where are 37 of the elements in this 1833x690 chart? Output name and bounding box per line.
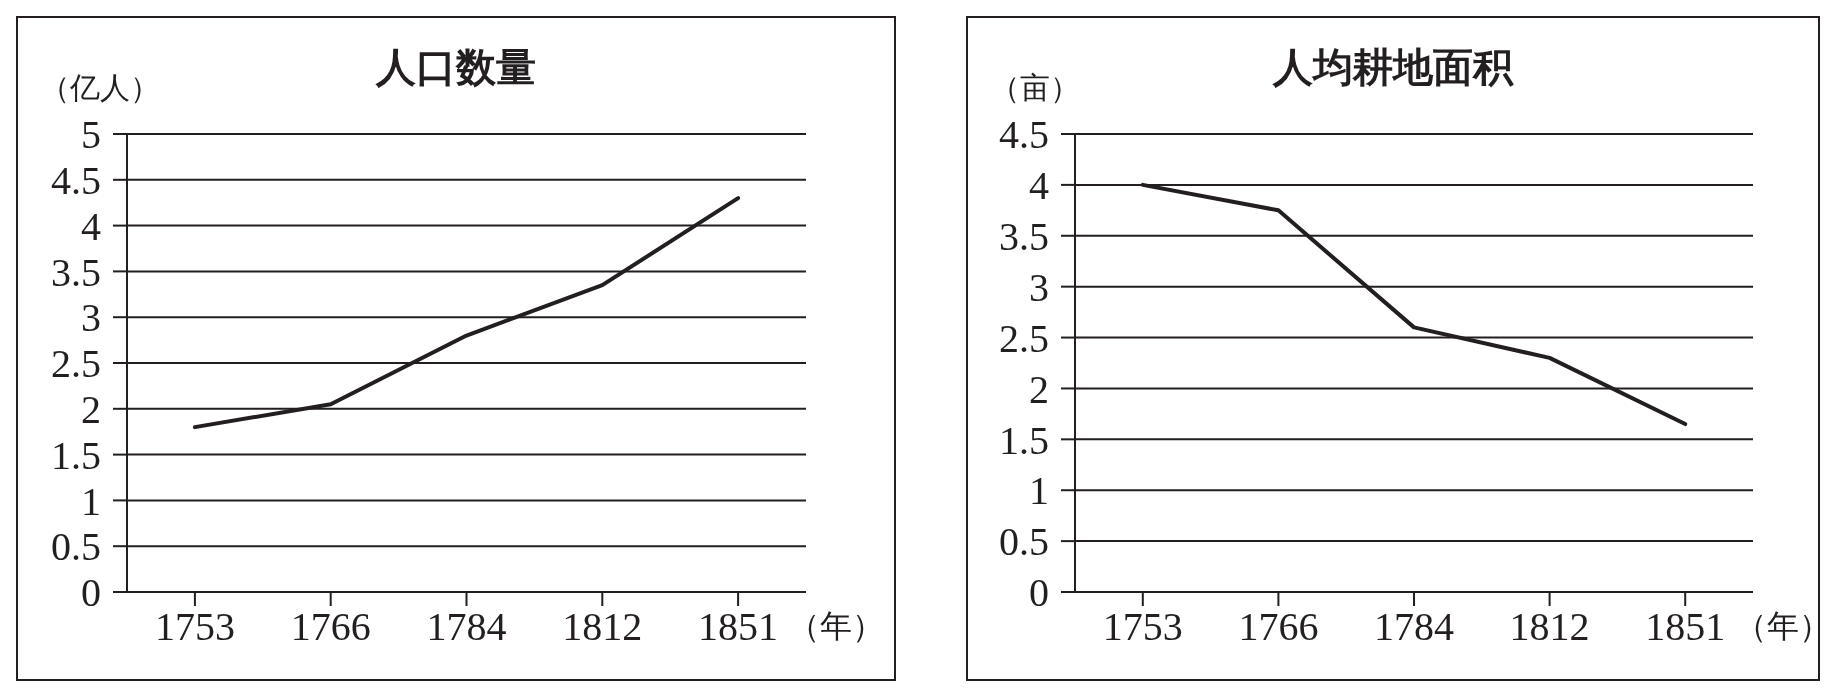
- y-tick-label: 4: [1029, 163, 1049, 209]
- chart-title: 人口数量: [376, 44, 536, 90]
- y-tick-label: 1: [1029, 468, 1049, 514]
- x-tick-label: 1784: [1374, 604, 1454, 650]
- x-tick-label: 1753: [1102, 604, 1183, 650]
- y-tick-label: 2.5: [51, 341, 101, 387]
- x-tick-label: 1766: [290, 604, 371, 650]
- y-tick-label: 4: [81, 203, 101, 249]
- y-tick-label: 2: [81, 387, 101, 432]
- y-tick-label: 5: [81, 112, 101, 158]
- y-tick-label: 3.5: [51, 249, 101, 295]
- x-axis-title: （年）: [788, 607, 884, 646]
- y-tick-label: 4.5: [51, 158, 101, 203]
- y-tick-label: 1.5: [51, 432, 101, 478]
- y-tick-label: 0: [1029, 570, 1049, 616]
- y-tick-label: 0: [81, 570, 101, 616]
- y-tick-label: 2: [1029, 366, 1049, 412]
- x-axis-title: （年）: [1735, 607, 1831, 646]
- y-tick-label: 0.5: [51, 524, 101, 570]
- y-tick-label: 2.5: [999, 315, 1049, 361]
- y-tick-label: 3.5: [999, 213, 1049, 259]
- y-tick-label: 0.5: [999, 519, 1049, 565]
- x-tick-label: 1766: [1238, 604, 1319, 650]
- y-tick-label: 1: [81, 478, 101, 524]
- x-tick-label: 1812: [562, 604, 643, 650]
- x-tick-label: 1812: [1509, 604, 1590, 650]
- x-tick-label: 1851: [1645, 604, 1726, 650]
- y-tick-label: 3: [81, 295, 101, 341]
- y-axis-title: （亩）: [990, 70, 1080, 106]
- x-tick-label: 1784: [426, 604, 507, 650]
- y-tick-label: 4.5: [999, 112, 1049, 158]
- y-axis-title: （亿人）: [40, 70, 160, 106]
- chart-title: 人均耕地面积: [1273, 44, 1513, 90]
- x-tick-label: 1753: [154, 604, 235, 650]
- x-tick-label: 1851: [698, 604, 779, 650]
- y-tick-label: 1.5: [999, 417, 1049, 463]
- y-tick-label: 3: [1029, 264, 1049, 310]
